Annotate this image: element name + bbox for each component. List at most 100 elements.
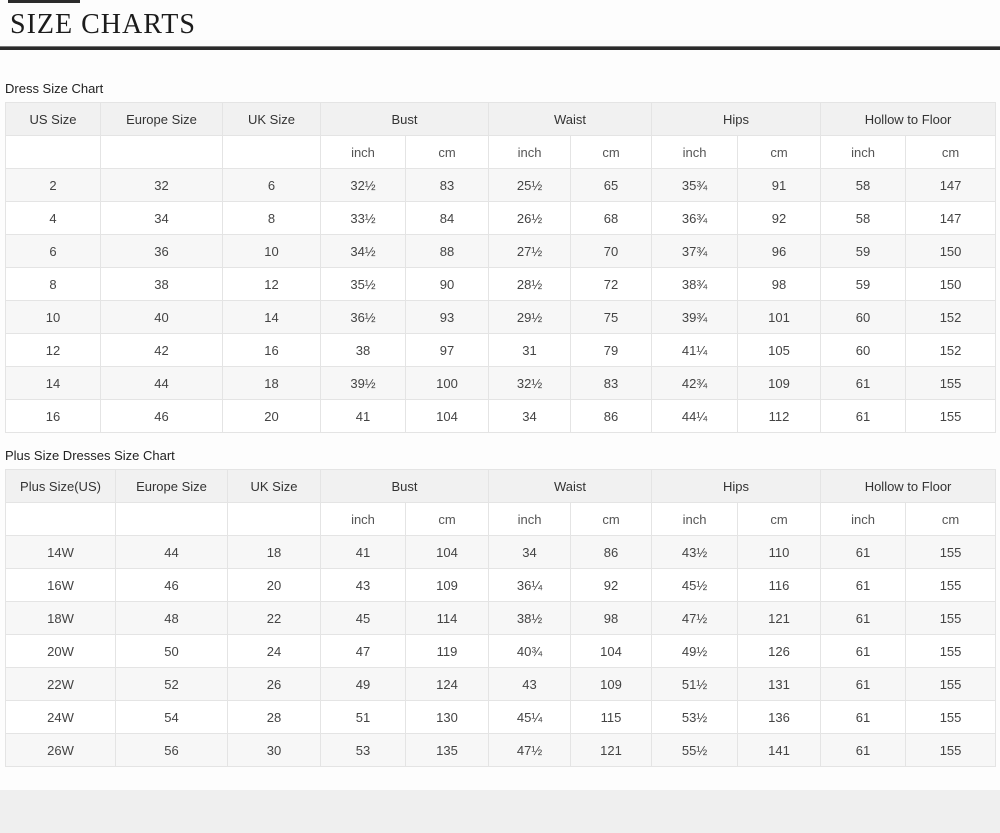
measurement-cell: 12 bbox=[222, 267, 321, 301]
measurement-cell: 28 bbox=[227, 700, 321, 734]
unit-header: cm bbox=[570, 135, 653, 169]
measurement-cell: 86 bbox=[570, 535, 653, 569]
empty-header bbox=[222, 135, 321, 169]
measurement-cell: 53 bbox=[320, 733, 406, 767]
measurement-cell: 38 bbox=[320, 333, 406, 367]
measurement-cell: 51½ bbox=[651, 667, 739, 701]
measurement-cell: 104 bbox=[404, 399, 490, 433]
measurement-cell: 32 bbox=[100, 168, 223, 202]
measurement-cell: 47 bbox=[320, 634, 406, 668]
plus-size-table: Plus Size(US) Europe Size UK Size Bust Waist… bbox=[5, 469, 997, 767]
measurement-cell: 135 bbox=[404, 733, 490, 767]
table-row: 18W 48 22 45 114 38½ 98 47½ 121 61 155 bbox=[5, 601, 997, 635]
table-row: 22W 52 26 49 124 43 109 51½ 131 61 155 bbox=[5, 667, 997, 701]
measurement-cell: 115 bbox=[570, 700, 653, 734]
size-cell: 14 bbox=[5, 366, 101, 400]
unit-header: inch bbox=[820, 502, 907, 536]
column-header: Waist bbox=[488, 102, 653, 136]
measurement-cell: 14 bbox=[222, 300, 321, 334]
dress-size-table: US Size Europe Size UK Size Bust Waist Hips Ho… bbox=[5, 102, 997, 433]
measurement-cell: 92 bbox=[737, 201, 822, 235]
measurement-cell: 18 bbox=[227, 535, 321, 569]
measurement-cell: 22 bbox=[227, 601, 321, 635]
header-row: Plus Size(US) Europe Size UK Size Bust Waist… bbox=[5, 469, 997, 503]
table-row: 14W 44 18 41 104 34 86 43½ 110 61 155 bbox=[5, 535, 997, 569]
empty-header bbox=[115, 502, 228, 536]
measurement-cell: 61 bbox=[820, 366, 907, 400]
measurement-cell: 152 bbox=[905, 300, 997, 334]
table-row: 24W 54 28 51 130 45¼ 115 53½ 136 61 155 bbox=[5, 700, 997, 734]
measurement-cell: 49 bbox=[320, 667, 406, 701]
measurement-cell: 109 bbox=[404, 568, 490, 602]
measurement-cell: 45½ bbox=[651, 568, 739, 602]
top-left-dash bbox=[8, 0, 80, 3]
measurement-cell: 28½ bbox=[488, 267, 572, 301]
measurement-cell: 39½ bbox=[320, 366, 406, 400]
measurement-cell: 41¼ bbox=[651, 333, 739, 367]
measurement-cell: 46 bbox=[100, 399, 223, 433]
measurement-cell: 58 bbox=[820, 201, 907, 235]
table-row: 12 42 16 38 97 31 79 41¼ 105 60 152 bbox=[5, 333, 997, 367]
empty-header bbox=[100, 135, 223, 169]
measurement-cell: 44 bbox=[115, 535, 228, 569]
table-row: 4 34 8 33½ 84 26½ 68 36¾ 92 58 147 bbox=[5, 201, 997, 235]
measurement-cell: 61 bbox=[820, 667, 907, 701]
measurement-cell: 155 bbox=[905, 568, 997, 602]
measurement-cell: 38¾ bbox=[651, 267, 739, 301]
header-row: US Size Europe Size UK Size Bust Waist Hips Ho… bbox=[5, 102, 997, 136]
table-row: 26W 56 30 53 135 47½ 121 55½ 141 61 155 bbox=[5, 733, 997, 767]
measurement-cell: 61 bbox=[820, 634, 907, 668]
measurement-cell: 101 bbox=[737, 300, 822, 334]
table-row: 20W 50 24 47 119 40¾ 104 49½ 126 61 155 bbox=[5, 634, 997, 668]
measurement-cell: 72 bbox=[570, 267, 653, 301]
measurement-cell: 38½ bbox=[488, 601, 572, 635]
measurement-cell: 98 bbox=[737, 267, 822, 301]
measurement-cell: 43 bbox=[320, 568, 406, 602]
measurement-cell: 43½ bbox=[651, 535, 739, 569]
table-row: 16W 46 20 43 109 36¼ 92 45½ 116 61 155 bbox=[5, 568, 997, 602]
column-header: Bust bbox=[319, 469, 490, 503]
measurement-cell: 48 bbox=[115, 601, 228, 635]
measurement-cell: 27½ bbox=[488, 234, 572, 268]
measurement-cell: 136 bbox=[737, 700, 822, 734]
measurement-cell: 83 bbox=[404, 168, 490, 202]
measurement-cell: 92 bbox=[570, 568, 653, 602]
measurement-cell: 90 bbox=[404, 267, 490, 301]
measurement-cell: 65 bbox=[570, 168, 653, 202]
measurement-cell: 41 bbox=[320, 399, 406, 433]
measurement-cell: 38 bbox=[100, 267, 223, 301]
measurement-cell: 114 bbox=[404, 601, 490, 635]
measurement-cell: 61 bbox=[820, 399, 907, 433]
size-cell: 22W bbox=[5, 667, 116, 701]
dress-size-chart-caption: Dress Size Chart bbox=[5, 81, 104, 96]
unit-header: cm bbox=[404, 502, 490, 536]
measurement-cell: 61 bbox=[820, 601, 907, 635]
measurement-cell: 30 bbox=[227, 733, 321, 767]
table-row: 8 38 12 35½ 90 28½ 72 38¾ 98 59 150 bbox=[5, 267, 997, 301]
measurement-cell: 155 bbox=[905, 733, 997, 767]
measurement-cell: 126 bbox=[737, 634, 822, 668]
measurement-cell: 41 bbox=[320, 535, 406, 569]
measurement-cell: 54 bbox=[115, 700, 228, 734]
column-header: Plus Size(US) bbox=[5, 469, 116, 503]
column-header: Hips bbox=[651, 102, 822, 136]
table-row: 14 44 18 39½ 100 32½ 83 42¾ 109 61 155 bbox=[5, 366, 997, 400]
measurement-cell: 59 bbox=[820, 267, 907, 301]
measurement-cell: 33½ bbox=[320, 201, 406, 235]
measurement-cell: 16 bbox=[222, 333, 321, 367]
measurement-cell: 34 bbox=[100, 201, 223, 235]
measurement-cell: 60 bbox=[820, 300, 907, 334]
measurement-cell: 150 bbox=[905, 234, 997, 268]
measurement-cell: 34 bbox=[488, 399, 572, 433]
measurement-cell: 109 bbox=[737, 366, 822, 400]
measurement-cell: 86 bbox=[570, 399, 653, 433]
measurement-cell: 36½ bbox=[320, 300, 406, 334]
measurement-cell: 147 bbox=[905, 201, 997, 235]
measurement-cell: 34½ bbox=[320, 234, 406, 268]
measurement-cell: 98 bbox=[570, 601, 653, 635]
size-cell: 20W bbox=[5, 634, 116, 668]
size-cell: 24W bbox=[5, 700, 116, 734]
measurement-cell: 155 bbox=[905, 634, 997, 668]
measurement-cell: 116 bbox=[737, 568, 822, 602]
unit-header: inch bbox=[320, 135, 406, 169]
